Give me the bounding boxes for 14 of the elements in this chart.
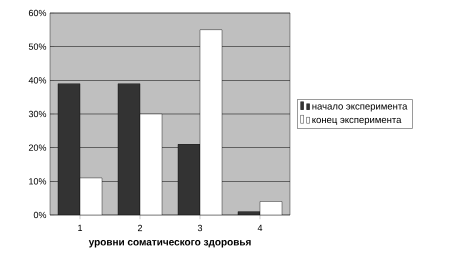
y-tick-label: 10% — [29, 178, 46, 185]
y-tick-label: 20% — [28, 144, 46, 151]
x-tick-label: 1 — [78, 224, 82, 231]
x-tick-label: 2 — [138, 224, 142, 232]
y-tick-label: 30% — [28, 110, 46, 118]
x-axis-title: уровни соматического здоровья — [88, 240, 251, 248]
y-tick-label: 60% — [28, 10, 46, 16]
legend-label: конец эксперимента — [312, 118, 402, 125]
x-tick-label: 3 — [198, 224, 202, 232]
legend-label: начало эксперимента — [312, 104, 408, 112]
y-tick-label: 0% — [34, 212, 46, 218]
x-tick-label: 4 — [258, 224, 262, 231]
y-tick-label: 40% — [28, 77, 46, 84]
y-tick-label: 50% — [28, 43, 46, 50]
